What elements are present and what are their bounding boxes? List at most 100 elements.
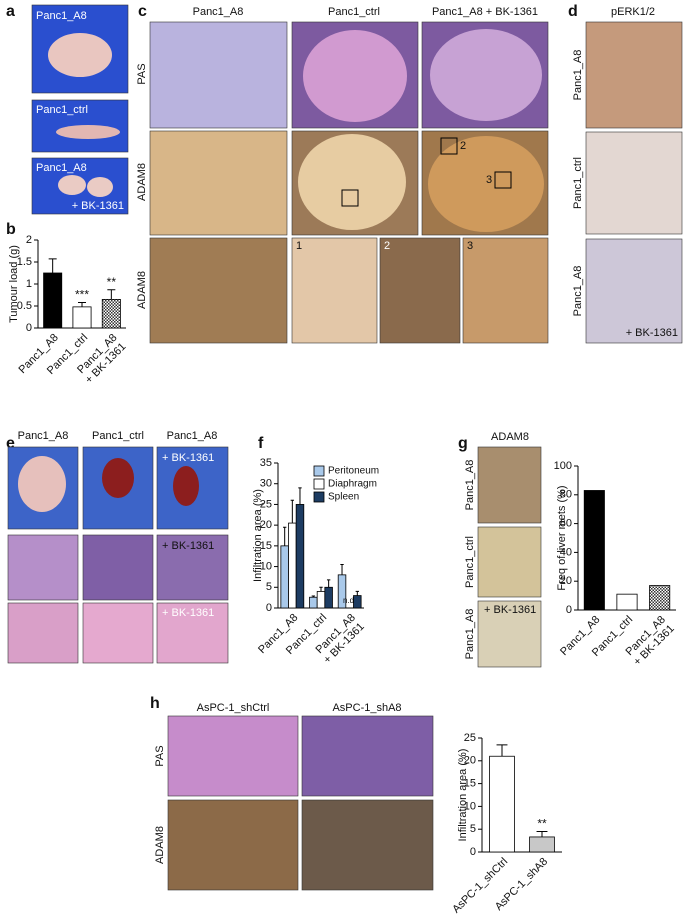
- photo-label: Panc1_A8: [36, 162, 87, 174]
- tissue: [48, 33, 112, 77]
- row-label: Panc1_ctrl: [572, 157, 584, 209]
- column-label: Panc1_A8: [167, 430, 218, 442]
- panel-letter: f: [258, 435, 264, 452]
- significance: **: [107, 275, 117, 289]
- y-tick-label: 25: [260, 498, 272, 510]
- panel-a: Panc1_A8 Panc1_ctrl Panc1_A8 + BK-1361: [31, 4, 129, 215]
- bar: [309, 596, 318, 609]
- y-tick-label: 0: [470, 846, 476, 858]
- row-label: ADAM8: [136, 271, 148, 309]
- bar: [616, 593, 638, 611]
- tissue: [173, 466, 199, 506]
- y-tick-label: 2: [26, 234, 32, 246]
- bar: [316, 591, 326, 609]
- micrograph: [301, 799, 434, 891]
- inset-box: [494, 171, 512, 189]
- y-tick-label: 40: [560, 546, 572, 558]
- y-axis-label: Infiltration area (%): [457, 749, 469, 842]
- y-tick-label: 5: [266, 581, 272, 593]
- y-axis-label: Tumour load (g): [8, 245, 20, 323]
- tissue: [430, 29, 542, 121]
- tissue: [428, 136, 544, 232]
- micrograph: [156, 534, 229, 601]
- bar: [280, 545, 289, 609]
- y-tick-label: 15: [260, 540, 272, 552]
- error-bar: [340, 564, 344, 575]
- column-label: pERK1/2: [611, 6, 655, 18]
- error-bar: [283, 526, 287, 546]
- row-label: Panc1_A8: [464, 609, 476, 660]
- treatment-label: + BK-1361: [162, 540, 214, 552]
- significance: **: [537, 817, 547, 831]
- inset-number: 2: [384, 240, 390, 252]
- error-bar: [326, 579, 331, 588]
- legend-swatch: [313, 491, 325, 503]
- bar: [649, 585, 671, 611]
- row-label: ADAM8: [154, 826, 166, 864]
- error-bar: [48, 258, 57, 273]
- error-bar: [298, 487, 302, 505]
- bar: [489, 755, 515, 853]
- error-bar: [77, 301, 87, 307]
- y-tick-label: 10: [464, 800, 476, 812]
- error-bar: [496, 744, 508, 757]
- micrograph: [7, 534, 79, 601]
- column-label: AsPC-1_shA8: [332, 702, 401, 714]
- photo-label: Panc1_ctrl: [36, 104, 88, 116]
- error-bar: [290, 499, 295, 524]
- tissue: [58, 175, 86, 195]
- photo-label: + BK-1361: [72, 200, 124, 212]
- error-bar: [355, 590, 359, 596]
- inset-box: [440, 137, 458, 155]
- inset-box: [341, 189, 359, 207]
- panel-h: AsPC-1_shCtrl AsPC-1_shA8 PAS ADAM8: [154, 702, 434, 891]
- legend-label: Spleen: [328, 492, 359, 503]
- micrograph: [149, 21, 288, 129]
- row-label: PAS: [136, 63, 148, 84]
- micrograph: [291, 237, 378, 344]
- column-label: Panc1_ctrl: [328, 6, 380, 18]
- panel-d: pERK1/2 Panc1_A8 Panc1_ctrl Panc1_A8 + B…: [572, 6, 683, 344]
- inset-number: 3: [486, 174, 492, 186]
- tissue: [18, 456, 66, 512]
- y-tick-label: 80: [560, 489, 572, 501]
- bar-chart: Freq of liver mets (%)020406080100Panc1_…: [554, 460, 677, 668]
- inset-number: 2: [460, 140, 466, 152]
- bar: [72, 306, 92, 329]
- micrograph: [149, 130, 288, 236]
- legend-label: Peritoneum: [328, 466, 379, 477]
- micrograph: [477, 526, 542, 598]
- micrograph: [167, 799, 299, 891]
- y-tick-label: 10: [260, 560, 272, 572]
- micrograph: [7, 602, 79, 664]
- panel-letter: b: [6, 221, 16, 238]
- y-tick-label: 20: [260, 519, 272, 531]
- micrograph: [379, 237, 461, 344]
- column-label: Panc1_A8: [18, 430, 69, 442]
- error-bar: [319, 586, 323, 592]
- row-label: PAS: [154, 745, 166, 766]
- panel-letter: a: [6, 3, 15, 20]
- column-label: Panc1_A8: [193, 6, 244, 18]
- bar: [324, 586, 333, 609]
- y-tick-label: 1: [26, 278, 32, 290]
- y-tick-label: 0: [26, 322, 32, 334]
- row-label: Panc1_ctrl: [464, 536, 476, 588]
- row-label: Panc1_A8: [572, 50, 584, 101]
- panel-letter: e: [6, 435, 15, 452]
- micrograph: [156, 602, 229, 664]
- y-tick-label: 35: [260, 457, 272, 469]
- tissue: [56, 125, 120, 139]
- tissue: [303, 30, 407, 122]
- bar: [353, 595, 362, 609]
- panel-c: Panc1_A8 Panc1_ctrl Panc1_A8 + BK-1361 P…: [136, 6, 549, 344]
- column-label: AsPC-1_shCtrl: [197, 702, 270, 714]
- photo-label: Panc1_A8: [36, 10, 87, 22]
- row-label: Panc1_A8: [464, 460, 476, 511]
- column-label: ADAM8: [491, 431, 529, 443]
- panel-letter: g: [458, 435, 468, 452]
- y-tick-label: 1.5: [17, 256, 32, 268]
- bar-chart: Infiltration area (%)05101520253035Panc1…: [252, 457, 379, 666]
- error-bar: [107, 289, 116, 300]
- y-tick-label: 100: [554, 460, 572, 472]
